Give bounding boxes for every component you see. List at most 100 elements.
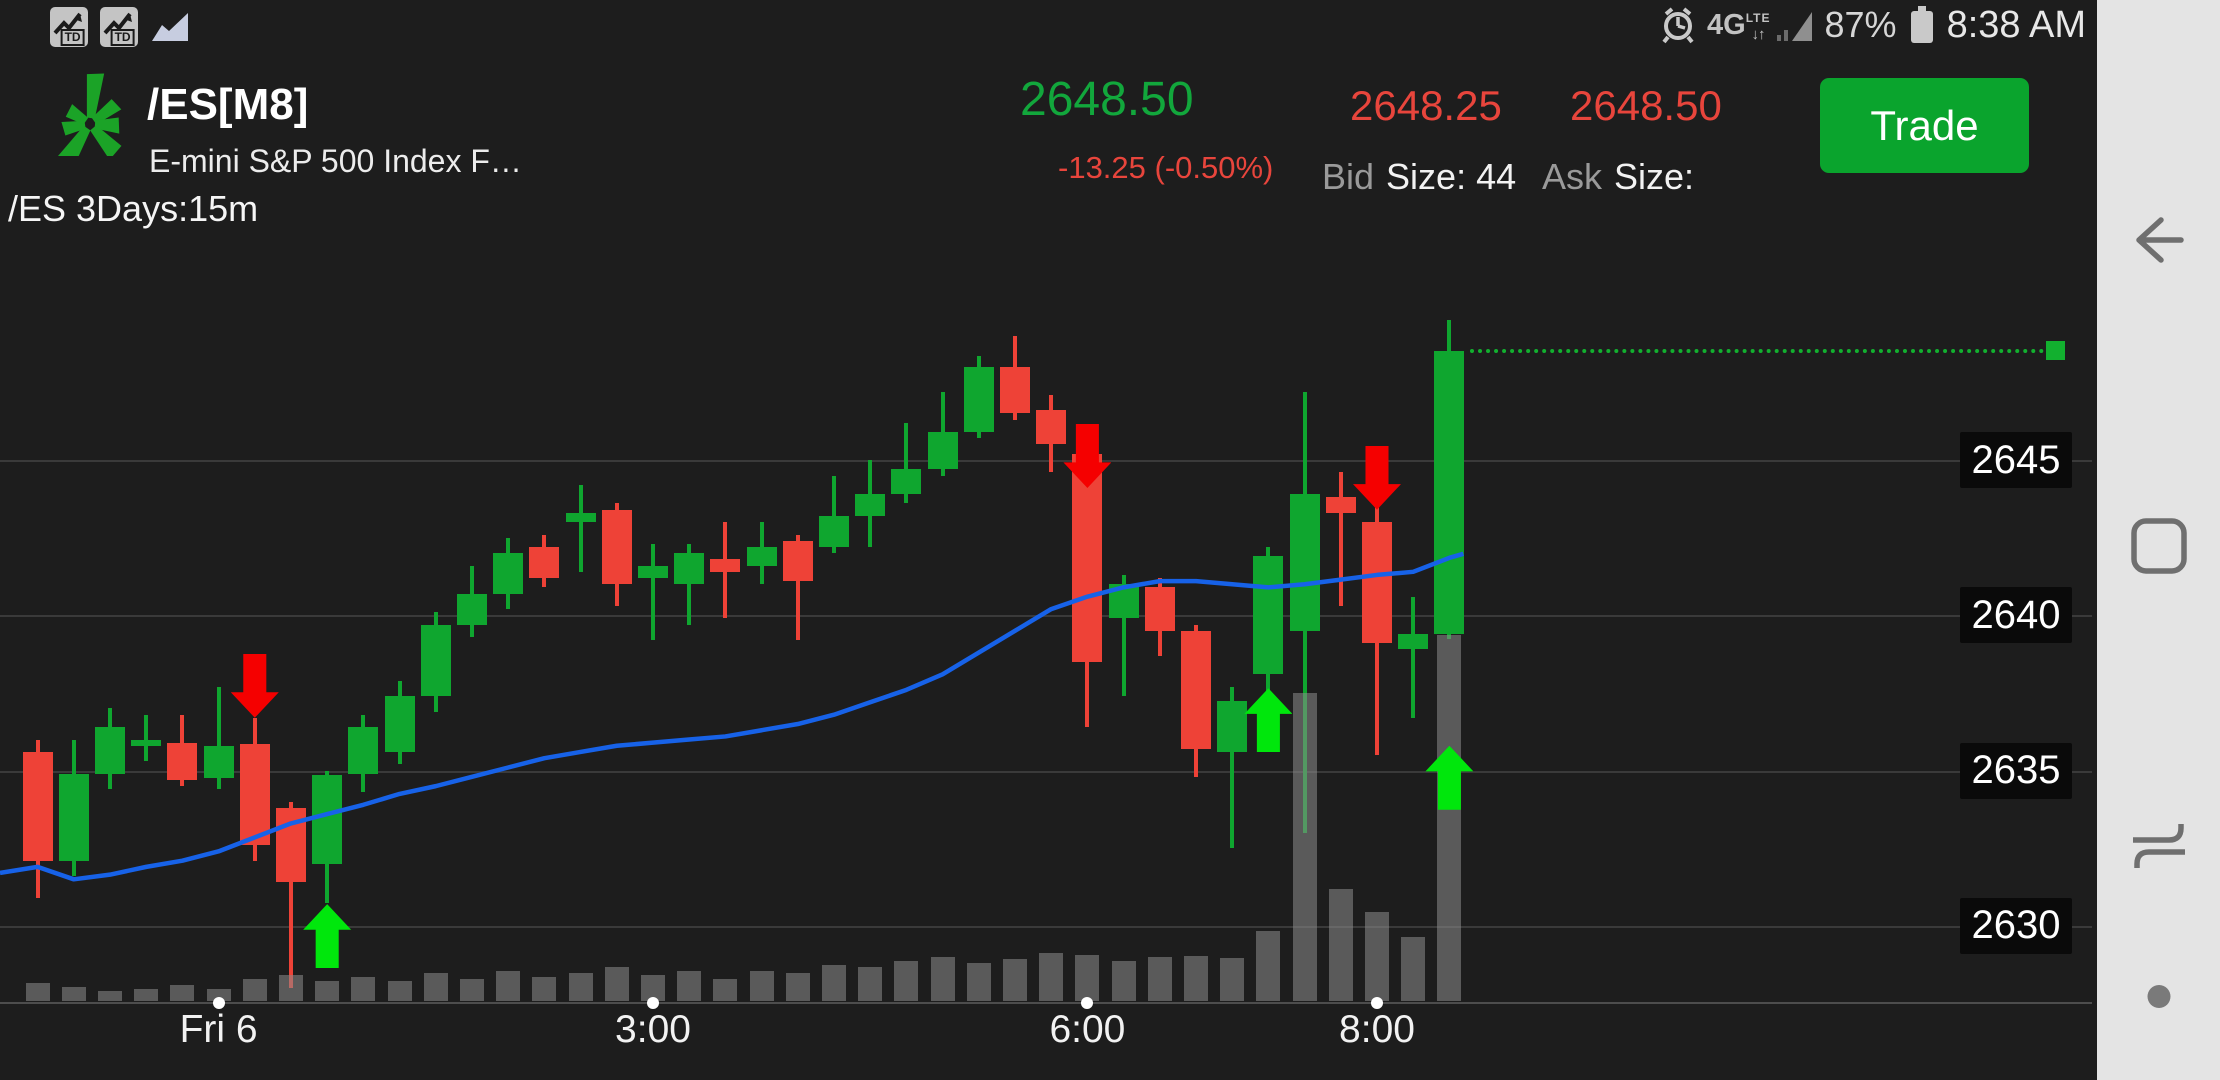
volume-bar bbox=[496, 971, 521, 1001]
candle-wick bbox=[216, 686, 221, 790]
price-axis-label: 2630 bbox=[1960, 897, 2072, 954]
volume-bar bbox=[315, 981, 340, 1001]
home-icon[interactable] bbox=[2129, 516, 2189, 576]
last-price: 2648.50 bbox=[1020, 73, 1194, 126]
volume-bar bbox=[1365, 912, 1389, 1001]
volume-bar bbox=[532, 977, 557, 1001]
time-axis-label: 6:00 bbox=[1049, 1008, 1126, 1051]
hide-navbar-dot-icon[interactable] bbox=[2147, 985, 2170, 1008]
volume-bar bbox=[1111, 961, 1136, 1001]
volume-bar bbox=[351, 977, 376, 1001]
clock-time: 8:38 AM bbox=[1946, 3, 2086, 46]
candle-body bbox=[239, 744, 270, 846]
volume-bar bbox=[785, 973, 810, 1001]
volume-bar bbox=[894, 961, 919, 1001]
candle-body bbox=[312, 775, 343, 864]
network-type-icon: 4G LTE bbox=[1707, 8, 1771, 41]
candle-wick bbox=[144, 714, 149, 762]
time-axis-label: 8:00 bbox=[1339, 1008, 1415, 1051]
candle-body bbox=[855, 494, 886, 516]
volume-bar bbox=[641, 975, 665, 1001]
volume-bar bbox=[858, 967, 883, 1001]
candle-body bbox=[819, 515, 849, 547]
volume-bar bbox=[460, 979, 484, 1001]
volume-bar bbox=[98, 991, 122, 1001]
volume-bar bbox=[242, 979, 267, 1001]
td-chart-notification-icon: TD bbox=[50, 7, 88, 47]
volume-bar bbox=[604, 967, 629, 1001]
status-indicators: 4G LTE ↓↑ 87% 8:38 AM bbox=[1660, 0, 2086, 50]
time-tick-dot bbox=[647, 997, 659, 1009]
chart-timeframe-label[interactable]: /ES 3Days:15m bbox=[8, 188, 259, 229]
candle-wick bbox=[1411, 596, 1416, 718]
candle-body bbox=[95, 727, 125, 774]
trade-button[interactable]: Trade bbox=[1820, 78, 2029, 173]
candle-body bbox=[348, 727, 379, 774]
volume-bar bbox=[61, 987, 86, 1001]
battery-percent: 87% bbox=[1824, 4, 1897, 45]
volume-bar bbox=[1401, 937, 1426, 1001]
alarm-icon bbox=[1662, 7, 1694, 44]
candle-body bbox=[1217, 700, 1248, 752]
ask-block[interactable]: 2648.50 Ask Size: bbox=[1542, 82, 1722, 197]
volume-bar bbox=[1220, 958, 1245, 1001]
price-chart[interactable]: 2645 2640 2635 2630 Fri 6 3:00 6:00 8:00 bbox=[0, 0, 2097, 1080]
candle-body bbox=[457, 593, 487, 625]
candle-body bbox=[638, 565, 668, 579]
time-tick-dot bbox=[1371, 997, 1383, 1009]
candle-wick bbox=[904, 422, 909, 504]
volume-bar bbox=[1256, 931, 1281, 1001]
candle-body bbox=[674, 553, 705, 585]
recent-apps-icon[interactable] bbox=[2129, 818, 2189, 878]
candle-wick bbox=[1338, 472, 1343, 606]
candle-body bbox=[1036, 410, 1067, 445]
volume-bar bbox=[822, 965, 846, 1001]
price-gridline bbox=[0, 770, 2092, 773]
volume-bar bbox=[677, 971, 702, 1001]
symbol-title[interactable]: /ES[M8] bbox=[147, 80, 309, 129]
data-arrows-icon: ↓↑ bbox=[1751, 25, 1766, 43]
time-tick-dot bbox=[212, 997, 225, 1009]
candle-wick bbox=[651, 543, 655, 641]
volume-bar bbox=[1039, 953, 1064, 1001]
candle-body bbox=[1000, 366, 1030, 414]
candle-body bbox=[1144, 587, 1175, 631]
candle-body bbox=[1362, 522, 1392, 644]
candle-body bbox=[1253, 556, 1284, 675]
volume-bar bbox=[1147, 957, 1172, 1001]
volume-bar bbox=[568, 973, 593, 1001]
candle-body bbox=[420, 624, 451, 697]
candle-body bbox=[529, 546, 560, 578]
android-nav-bar bbox=[2097, 0, 2220, 1080]
bid-block[interactable]: 2648.25 Bid Size: 44 bbox=[1322, 82, 1517, 197]
time-axis-label: 3:00 bbox=[615, 1008, 691, 1051]
volume-bar bbox=[134, 989, 159, 1001]
volume-bar bbox=[1437, 635, 1462, 1001]
symbol-description: E-mini S&P 500 Index F… bbox=[149, 143, 522, 179]
volume-bar bbox=[170, 985, 195, 1001]
candle-body bbox=[131, 739, 162, 746]
candle-body bbox=[1398, 633, 1429, 650]
td-chart-notification-icon: TD bbox=[100, 7, 138, 47]
candle-wick bbox=[1121, 574, 1126, 697]
time-axis-label: Fri 6 bbox=[179, 1008, 258, 1051]
price-axis-label: 2640 bbox=[1960, 587, 2072, 644]
volume-bar bbox=[387, 981, 412, 1001]
volume-bar bbox=[1328, 889, 1353, 1001]
back-icon[interactable] bbox=[2127, 210, 2191, 270]
volume-bar bbox=[1075, 955, 1100, 1001]
candle-body bbox=[601, 509, 632, 585]
bid-size: 44 bbox=[1476, 156, 1517, 197]
volume-bar bbox=[966, 963, 991, 1001]
candle-body bbox=[167, 742, 198, 780]
candle-body bbox=[203, 745, 234, 779]
candle-body bbox=[493, 553, 524, 594]
volume-bar bbox=[930, 957, 955, 1001]
candle-wick bbox=[1230, 686, 1235, 849]
price-gridline bbox=[0, 460, 2092, 462]
candle-body bbox=[22, 751, 53, 861]
moving-average-line bbox=[0, 551, 1465, 882]
candle-body bbox=[1434, 351, 1465, 634]
volume-bar bbox=[749, 971, 774, 1001]
